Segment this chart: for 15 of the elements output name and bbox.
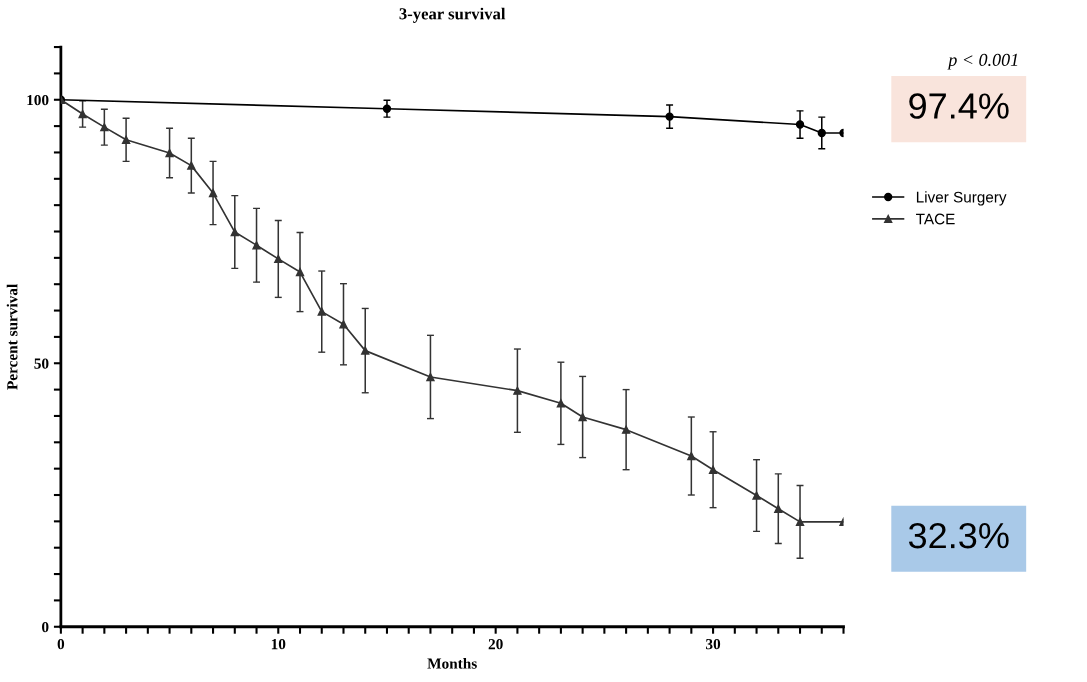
y-tick-label: 0 [42, 621, 49, 633]
text: 32.3% [908, 522, 1009, 549]
x-tick-label: 30 [706, 639, 721, 650]
chart-title: 3-year survival [399, 7, 506, 23]
x-tick-label: 20 [488, 639, 503, 650]
y-axis-title: Percent survival [6, 284, 18, 390]
legend-label: Liver Surgery [916, 191, 1007, 206]
y-tick-label: 50 [34, 358, 49, 369]
x-tick-label: 10 [271, 639, 286, 650]
legend-label: TACE [916, 213, 955, 225]
y-tick-label: 100 [27, 94, 49, 106]
x-axis-title: Months [427, 657, 477, 669]
x-tick-label: 0 [57, 639, 65, 650]
text: p < 0.001 [947, 53, 1018, 70]
text: 97.4% [909, 93, 1009, 119]
